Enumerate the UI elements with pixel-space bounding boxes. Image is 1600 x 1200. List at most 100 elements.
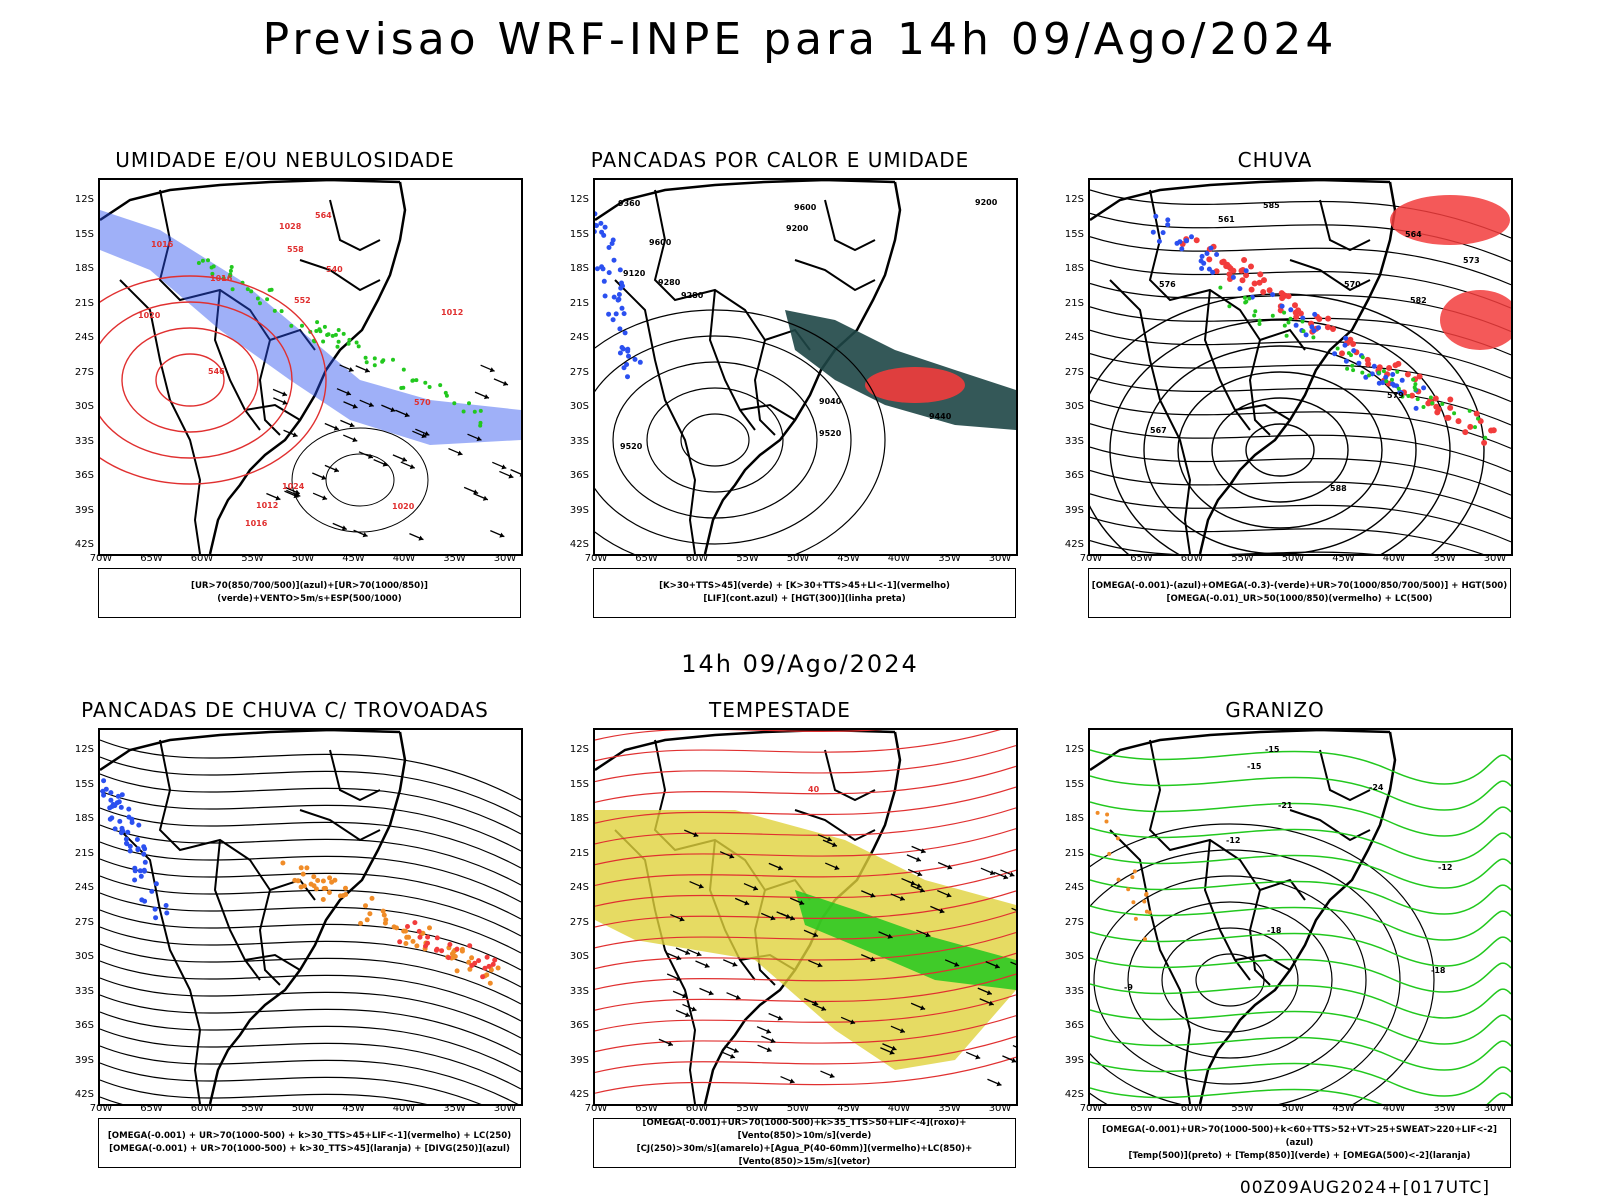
lat-tick-label: 27S [569,366,589,378]
wind-vector-head [457,450,463,456]
rain-green-dot [1360,370,1365,375]
main-title: Previsao WRF-INPE para 14h 09/Ago/2024 [262,14,1338,65]
thunder-red-dot [405,924,410,929]
rain-blue-dot [1150,229,1156,235]
thunder-red-dot [423,943,428,949]
lon-tick-label: 30W [988,1103,1012,1114]
lat-tick-label: 12S [569,744,589,755]
thunder-orange-dot [320,897,326,902]
li-blue-contour [611,294,617,300]
panel-legend: [OMEGA(-0.001)+UR>70(1000-500)+k<60+TTS>… [1088,1118,1511,1168]
omega-orange-dot [1105,812,1110,817]
thunder-red-dot [397,939,403,945]
wind850-vector-head [777,865,783,871]
country-border [708,289,756,431]
rain-green-dot [1483,435,1488,440]
contour-label: 561 [1218,215,1235,224]
rain-blue-dot [1343,358,1349,364]
rain-red-dot [1325,315,1332,322]
lon-tick-label: 65W [1130,1103,1153,1114]
contour-label: 582 [1410,296,1427,305]
thunder-orange-dot [311,874,317,880]
wind-vector-head [348,366,354,372]
lon-tick-label: 60W [190,1103,214,1114]
pressure-contour [325,453,395,507]
wind850-vector-head [696,951,702,957]
lon-tick-label: 50W [1281,553,1305,564]
temp500-contour [1127,901,1333,1059]
rain-red-dot [1251,280,1258,287]
rain-red-dot [1455,418,1462,425]
rain-blue-dot [1399,377,1405,383]
lon-tick-label: 45W [837,553,860,564]
rain-red-dot [1490,427,1497,434]
rain-green-dot [1286,320,1291,325]
rain-blue-dot [1230,274,1236,280]
lon-tick-label: 40W [887,553,911,564]
omega-orange-dot [1095,810,1100,815]
legend-line: [K>30+TTS>45](verde) + [K>30+TTS>45+LI<-… [659,581,950,591]
wind850-vector-head [996,1081,1002,1087]
wind850-vector-head [899,1028,905,1034]
wind850-vector-head [829,1073,835,1079]
coastline [100,730,407,1104]
contour-label: 9280 [681,291,704,300]
divg-blue-dot [141,851,147,857]
rain-blue-dot [1303,332,1309,338]
streamline-lc850 [595,765,1016,803]
li-blue-contour [637,359,643,365]
map-frame [98,728,523,1106]
thickness-contour [121,327,259,433]
rain-blue-dot [1214,252,1220,257]
lat-tick-label: 24S [569,332,589,343]
rain-green-dot [1367,373,1371,378]
lon-tick-label: 50W [1281,1103,1305,1114]
lon-tick-label: 45W [1332,553,1355,564]
wind850-vector-head [735,994,741,1000]
contour-label: 9520 [819,429,842,438]
li-blue-contour [617,267,623,273]
lat-tick-label: 33S [74,435,94,447]
thunder-orange-dot [332,877,338,883]
li-blue-contour [613,311,619,317]
lon-tick-label: 40W [392,1103,416,1114]
thunder-orange-dot [495,965,501,971]
lat-tick-label: 33S [74,985,94,997]
rain-red-dot [1213,268,1220,275]
lat-tick-label: 21S [1064,847,1084,859]
rain-red-dot [1261,277,1267,284]
lat-tick-label: 36S [1064,1020,1084,1031]
thunder-red-dot [446,955,451,961]
rain-red-dot [1293,314,1300,320]
divg-blue-dot [107,805,113,811]
wind-vector-head [352,437,358,443]
li-blue-contour [595,222,598,228]
rain-red-dot [1285,293,1292,300]
contour-label: 576 [1159,280,1176,289]
humidity-green-contour [210,271,215,276]
rain-green-dot [1244,299,1249,304]
pressure-contour [291,427,429,533]
omega-orange-dot [1142,899,1147,904]
map-panel: UMIDADE E/OU NEBULOSIDADE 1016 1012 1020 102… [50,148,523,618]
thunder-orange-dot [466,959,472,965]
rain-blue-dot [1198,258,1204,264]
humidity-green-contour [364,360,369,365]
contour-label: 1020 [392,502,415,511]
wind-vector-head [382,461,388,467]
lat-tick-label: 18S [1064,813,1084,824]
streamline-lc250 [100,892,521,954]
rain-red-dot [1425,400,1432,407]
divg-blue-dot [137,868,143,874]
divg-blue-dot [115,793,121,799]
rain-green-dot [1452,411,1457,416]
rain-blue-dot [1351,348,1357,354]
country-border [1319,199,1371,252]
rain-blue-dot [1210,269,1216,275]
lat-tick-label: 42S [569,1089,589,1100]
streamline-lc250 [100,824,521,886]
rain-blue-dot [1243,268,1249,274]
humidity-green-contour [467,401,471,406]
rain-green-dot [1395,369,1400,374]
country-border [1203,839,1251,981]
